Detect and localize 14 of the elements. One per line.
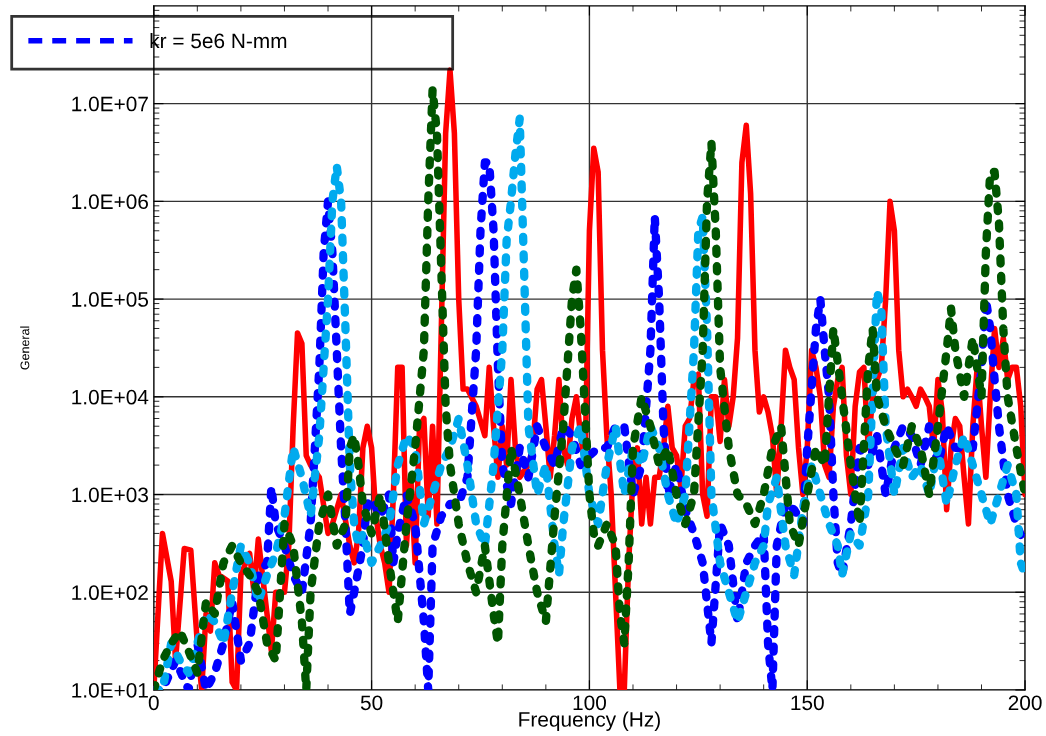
y-tick-label: 1.0E+05 [72,292,149,307]
x-tick-label: 150 [791,695,824,711]
y-tick-label: 1.0E+07 [72,96,148,112]
y-tick-label: 1.0E+04 [72,389,149,405]
x-tick-label: 100 [573,695,606,711]
y-axis-title: General [20,326,30,370]
x-axis-title: Frequency (Hz) [519,711,660,731]
y-tick-label: 1.0E+02 [72,585,148,601]
x-tick-label: 0 [148,695,159,711]
x-tick-label: 50 [360,695,383,711]
y-tick-label: 1.0E+01 [72,683,148,698]
y-tick-label: 1.0E+06 [72,194,148,210]
x-tick-label: 200 [1008,695,1042,711]
y-tick-label: 1.0E+03 [72,487,148,503]
